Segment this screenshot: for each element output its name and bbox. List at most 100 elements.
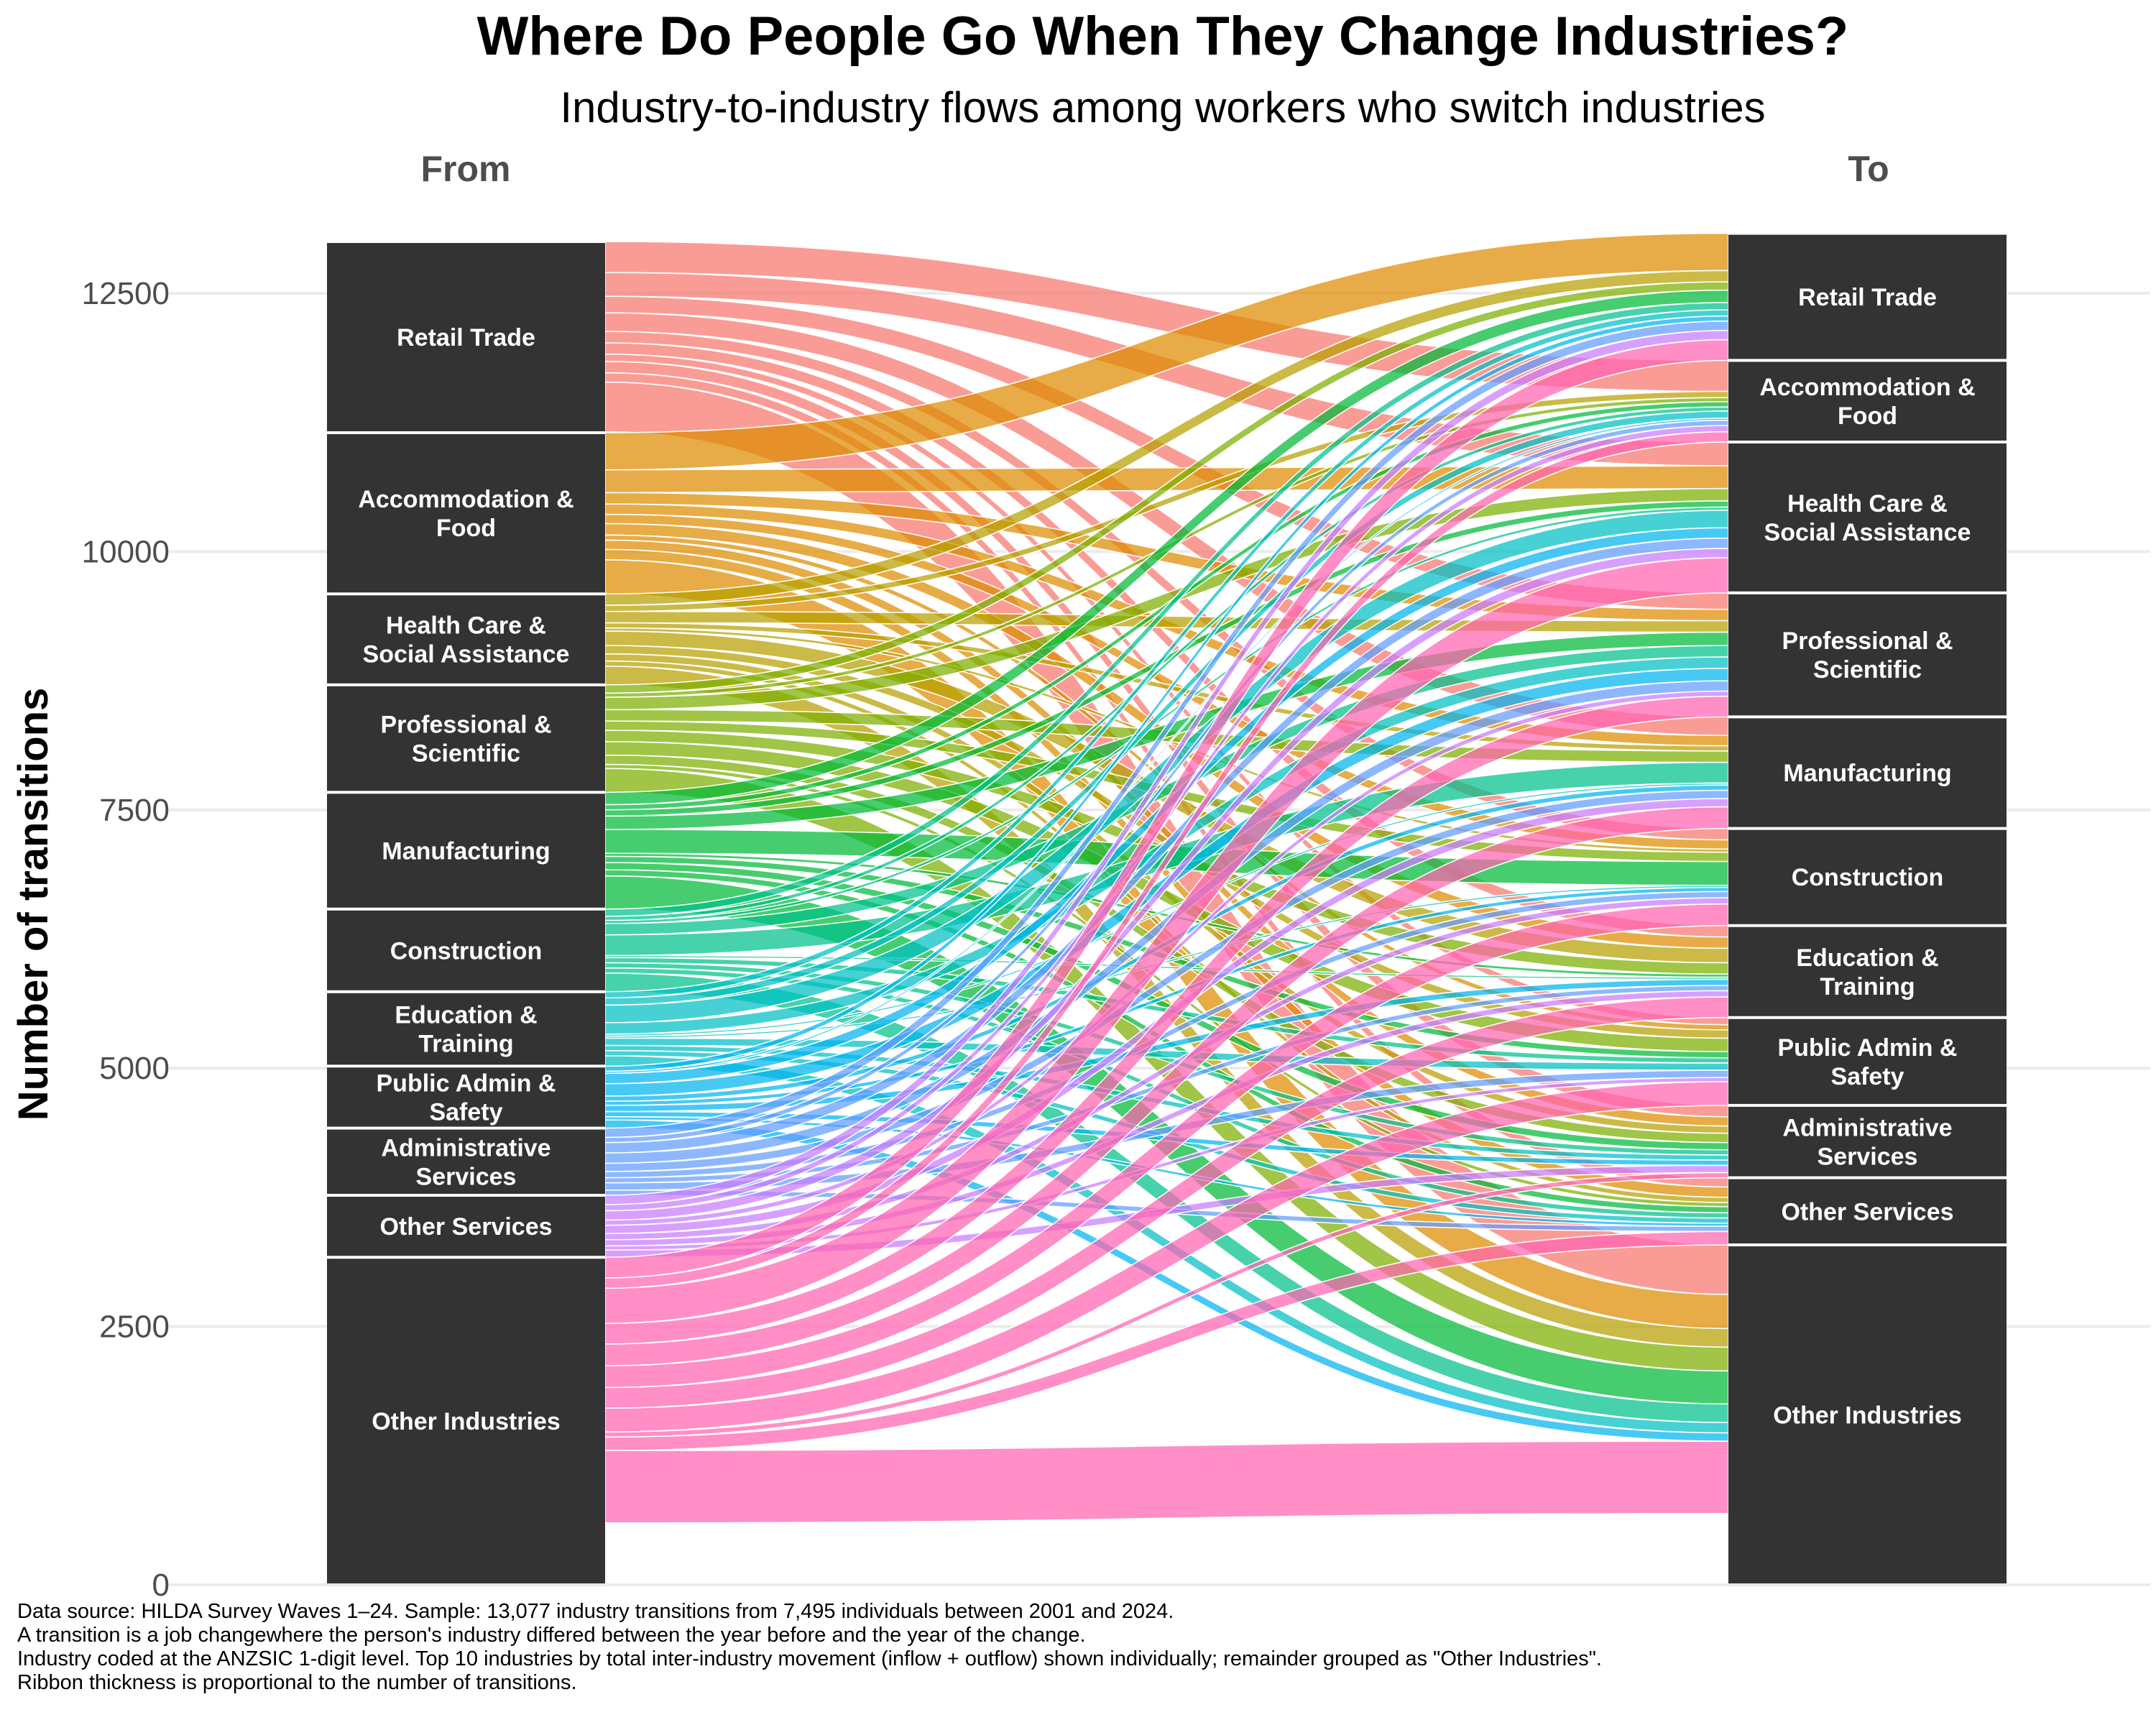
node-label-line: Training <box>1820 973 1915 1000</box>
y-tick-label: 2500 <box>99 1310 170 1345</box>
node-bar <box>1728 1179 2007 1244</box>
node-bar <box>327 1259 605 1583</box>
chart-title: Where Do People Go When They Change Indu… <box>477 6 1849 67</box>
node-label: Education & Training <box>395 1002 537 1058</box>
node-label: Manufacturing <box>382 838 550 865</box>
flow-ribbon <box>604 695 1729 1345</box>
node-bar <box>1728 362 2007 441</box>
node-label-line: Education & <box>1796 944 1938 972</box>
node-label-line: Public Admin & <box>377 1070 556 1097</box>
node-bar <box>327 1197 605 1256</box>
from-nodes: Retail Trade Accommodation & Food Health Ca… <box>327 243 605 1583</box>
node-label: Retail Trade <box>397 324 535 351</box>
to-nodes: Retail Trade Accommodation & Food Health Ca… <box>1728 234 2007 1583</box>
node-bar <box>1728 1246 2007 1583</box>
y-axis-ticks: 0 2500 5000 7500 10000 12500 <box>82 276 170 1603</box>
node-label-line: Accommodation & <box>1759 374 1975 401</box>
node-label: Professional & Scientific <box>1782 627 1953 684</box>
node-label-line: Construction <box>1792 864 1944 891</box>
flow-ribbon <box>604 339 1729 1279</box>
node-label-line: Education & <box>395 1002 537 1029</box>
node-bar <box>1728 718 2007 827</box>
node-label-line: Professional & <box>1782 627 1953 655</box>
node-label-line: Accommodation & <box>358 486 573 513</box>
node-bar <box>327 1129 605 1195</box>
node-bar <box>1728 443 2007 592</box>
node-label-line: Other Services <box>1781 1198 1953 1225</box>
to-axis-title: To <box>1848 149 1889 189</box>
node-label-line: Health Care & <box>386 612 546 640</box>
node-label-line: Administrative <box>1782 1114 1952 1141</box>
node-bar <box>1728 594 2007 716</box>
node-label-line: Construction <box>390 937 543 965</box>
y-axis-label: Number of transitions <box>10 688 57 1121</box>
node-label: Professional & Scientific <box>380 712 551 768</box>
node-bar <box>1728 1106 2007 1177</box>
node-bar <box>1728 829 2007 924</box>
node-bar <box>1728 926 2007 1016</box>
node-bar <box>327 686 605 791</box>
node-label-line: Food <box>436 515 496 542</box>
node-label: Health Care & Social Assistance <box>363 612 570 668</box>
y-tick-label: 5000 <box>99 1051 170 1086</box>
node-label-line: Scientific <box>412 740 520 768</box>
node-bar <box>327 243 605 432</box>
caption-line: Ribbon thickness is proportional to the … <box>17 1671 577 1694</box>
node-label-line: Professional & <box>380 712 551 739</box>
caption-line: Industry coded at the ANZSIC 1-digit lev… <box>17 1647 1602 1670</box>
node-label-line: Manufacturing <box>1783 760 1951 787</box>
node-label: Manufacturing <box>1783 760 1951 787</box>
y-tick-label: 0 <box>152 1568 170 1603</box>
node-label-line: Services <box>1818 1143 1918 1170</box>
caption: Data source: HILDA Survey Waves 1–24. Sa… <box>17 1600 1602 1695</box>
flow-ribbon <box>604 1440 1729 1524</box>
flow-ribbon <box>604 903 1729 1389</box>
node-label-line: Services <box>416 1163 517 1190</box>
y-tick-label: 12500 <box>82 276 170 311</box>
node-bar <box>327 434 605 593</box>
node-label-line: Other Industries <box>1773 1402 1962 1430</box>
node-label: Administrative Services <box>1782 1114 1952 1170</box>
from-axis-title: From <box>421 149 511 189</box>
node-label: Other Services <box>379 1213 552 1241</box>
node-label-line: Public Admin & <box>1778 1034 1958 1062</box>
node-label-line: Safety <box>1830 1063 1904 1090</box>
node-label-line: Health Care & <box>1787 490 1948 518</box>
node-label-line: Social Assistance <box>1764 519 1971 546</box>
chart-subtitle: Industry-to-industry flows among workers… <box>560 83 1765 132</box>
flow-ribbon <box>604 1172 1729 1438</box>
node-label: Public Admin & Safety <box>377 1070 556 1126</box>
node-label: Education & Training <box>1796 944 1938 1000</box>
node-label: Other Industries <box>372 1408 561 1435</box>
node-label: Retail Trade <box>1798 284 1937 311</box>
node-label: Other Services <box>1781 1198 1953 1225</box>
node-label-line: Retail Trade <box>1798 284 1937 311</box>
node-bar <box>1728 234 2007 359</box>
node-label: Construction <box>1792 864 1944 891</box>
node-label: Health Care & Social Assistance <box>1764 490 1971 546</box>
node-label-line: Other Services <box>379 1213 552 1241</box>
flow-ribbon <box>604 806 1729 1366</box>
node-label-line: Administrative <box>381 1134 550 1162</box>
node-label-line: Retail Trade <box>397 324 535 351</box>
node-label: Accommodation & Food <box>358 486 573 542</box>
y-tick-label: 10000 <box>82 534 170 569</box>
flow-ribbon <box>604 1230 1729 1451</box>
y-tick-label: 7500 <box>99 793 170 828</box>
node-label: Construction <box>390 937 543 965</box>
node-label: Other Industries <box>1773 1402 1962 1430</box>
node-bar <box>327 993 605 1065</box>
node-label-line: Social Assistance <box>363 641 570 668</box>
node-label: Public Admin & Safety <box>1778 1034 1958 1090</box>
flow-ribbon <box>604 996 1729 1409</box>
caption-line: A transition is a job changewhere the pe… <box>17 1624 1086 1647</box>
node-label-line: Training <box>418 1031 513 1058</box>
node-bar <box>1728 1018 2007 1104</box>
node-bar <box>327 794 605 908</box>
node-label: Administrative Services <box>381 1134 550 1190</box>
caption-line: Data source: HILDA Survey Waves 1–24. Sa… <box>17 1600 1174 1623</box>
flow-ribbon <box>604 1081 1729 1432</box>
flow-ribbon <box>604 557 1729 1325</box>
flow-ribbons <box>604 232 1729 1524</box>
node-label-line: Scientific <box>1813 656 1922 684</box>
